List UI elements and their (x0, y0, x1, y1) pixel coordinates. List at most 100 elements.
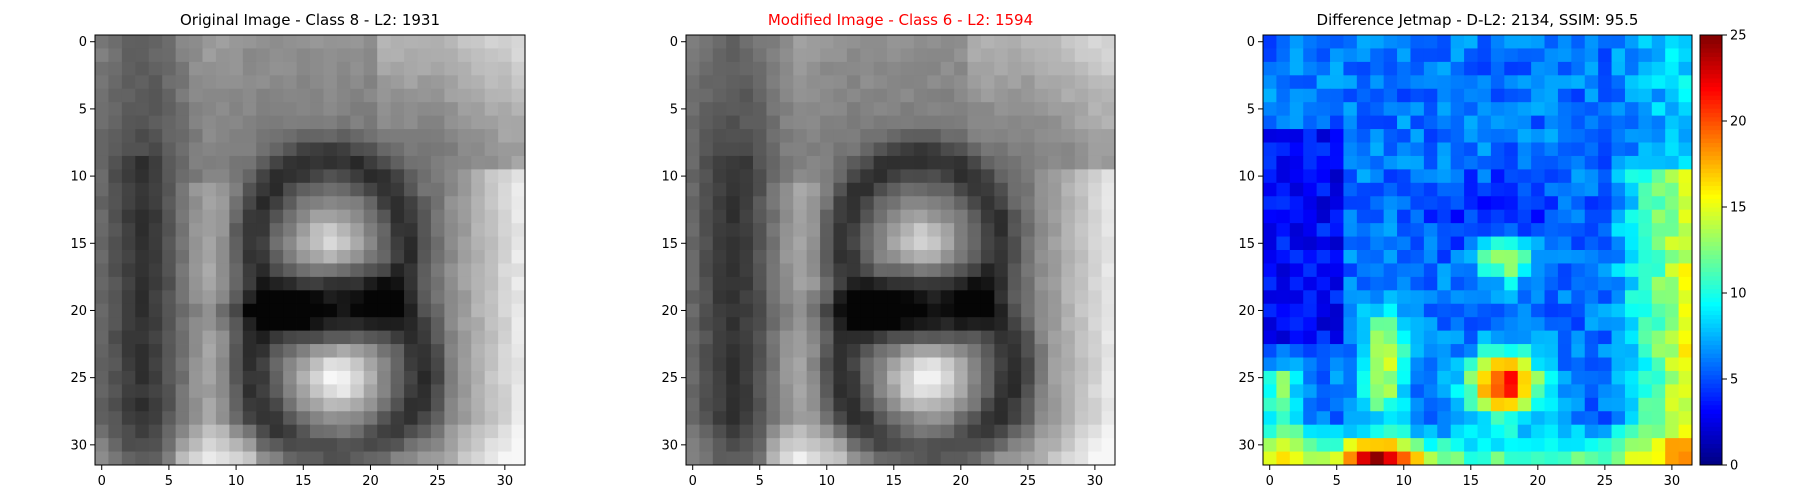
pixel-cell (1303, 156, 1317, 170)
pixel-cell (1397, 48, 1411, 62)
pixel-cell (498, 62, 512, 76)
pixel-cell (1598, 183, 1612, 197)
pixel-cell (726, 116, 740, 130)
pixel-cell (1571, 250, 1585, 264)
pixel-cell (176, 156, 190, 170)
pixel-cell (189, 384, 203, 398)
pixel-cell (1679, 89, 1693, 103)
pixel-cell (108, 425, 122, 439)
pixel-cell (887, 331, 901, 345)
pixel-cell (968, 290, 982, 304)
pixel-cell (337, 89, 351, 103)
pixel-cell (699, 438, 713, 452)
pixel-cell (1357, 304, 1371, 318)
pixel-cell (1598, 304, 1612, 318)
pixel-cell (726, 35, 740, 49)
pixel-cell (1384, 263, 1398, 277)
pixel-cell (1612, 452, 1626, 466)
pixel-cell (1263, 169, 1277, 183)
pixel-cell (404, 277, 418, 291)
pixel-cell (699, 196, 713, 210)
pixel-cell (1088, 196, 1102, 210)
pixel-cell (1303, 169, 1317, 183)
pixel-cell (820, 143, 834, 157)
colorbar-step (1700, 289, 1722, 294)
pixel-cell (1035, 143, 1049, 157)
pixel-cell (1638, 263, 1652, 277)
pixel-cell (270, 210, 284, 224)
pixel-cell (176, 143, 190, 157)
pixel-cell (1424, 344, 1438, 358)
pixel-cell (310, 438, 324, 452)
pixel-cell (189, 210, 203, 224)
pixel-cell (1021, 75, 1035, 89)
pixel-cell (297, 196, 311, 210)
pixel-cell (1317, 62, 1331, 76)
pixel-cell (1625, 384, 1639, 398)
pixel-cell (485, 250, 499, 264)
pixel-cell (1343, 156, 1357, 170)
pixel-cell (1571, 317, 1585, 331)
pixel-cell (458, 210, 472, 224)
pixel-cell (1397, 425, 1411, 439)
pixel-cell (216, 129, 230, 143)
pixel-cell (1263, 290, 1277, 304)
pixel-cell (1088, 102, 1102, 116)
pixel-cell (699, 35, 713, 49)
pixel-cell (149, 331, 163, 345)
pixel-cell (176, 183, 190, 197)
pixel-cell (1410, 411, 1424, 425)
pixel-cell (1370, 156, 1384, 170)
pixel-cell (1357, 438, 1371, 452)
pixel-cell (1343, 371, 1357, 385)
pixel-cell (149, 411, 163, 425)
pixel-cell (95, 35, 109, 49)
pixel-cell (1397, 169, 1411, 183)
pixel-cell (1665, 237, 1679, 251)
pixel-cell (699, 452, 713, 466)
pixel-cell (1545, 425, 1559, 439)
pixel-cell (874, 35, 888, 49)
pixel-cell (699, 156, 713, 170)
pixel-cell (726, 250, 740, 264)
pixel-cell (820, 62, 834, 76)
colorbar-step (1700, 315, 1722, 320)
pixel-cell (1008, 344, 1022, 358)
pixel-cell (189, 223, 203, 237)
pixel-cell (820, 116, 834, 130)
pixel-cell (1504, 183, 1518, 197)
pixel-cell (780, 116, 794, 130)
pixel-cell (1625, 102, 1639, 116)
pixel-cell (1652, 196, 1666, 210)
pixel-cell (1075, 143, 1089, 157)
pixel-cell (1612, 304, 1626, 318)
pixel-cell (820, 210, 834, 224)
pixel-cell (243, 210, 257, 224)
pixel-cell (1263, 156, 1277, 170)
pixel-cell (874, 263, 888, 277)
colorbar-step (1700, 207, 1722, 212)
pixel-cell (941, 344, 955, 358)
pixel-cell (1504, 250, 1518, 264)
pixel-cell (1665, 263, 1679, 277)
pixel-cell (404, 210, 418, 224)
y-tick-label: 0 (670, 35, 678, 50)
pixel-cell (1665, 62, 1679, 76)
pixel-cell (176, 371, 190, 385)
difference-jetmap-x-ticks: 0 5 10 15 20 25 30 (1266, 465, 1681, 489)
pixel-cell (1263, 210, 1277, 224)
pixel-cell (216, 277, 230, 291)
pixel-cell (1585, 237, 1599, 251)
pixel-cell (1571, 452, 1585, 466)
pixel-cell (1357, 250, 1371, 264)
pixel-cell (283, 237, 297, 251)
pixel-cell (1303, 438, 1317, 452)
pixel-cell (968, 89, 982, 103)
colorbar-step (1700, 91, 1722, 96)
pixel-cell (162, 129, 176, 143)
pixel-cell (1343, 331, 1357, 345)
pixel-cell (431, 183, 445, 197)
pixel-cell (1545, 384, 1559, 398)
pixel-cell (981, 263, 995, 277)
pixel-cell (994, 210, 1008, 224)
